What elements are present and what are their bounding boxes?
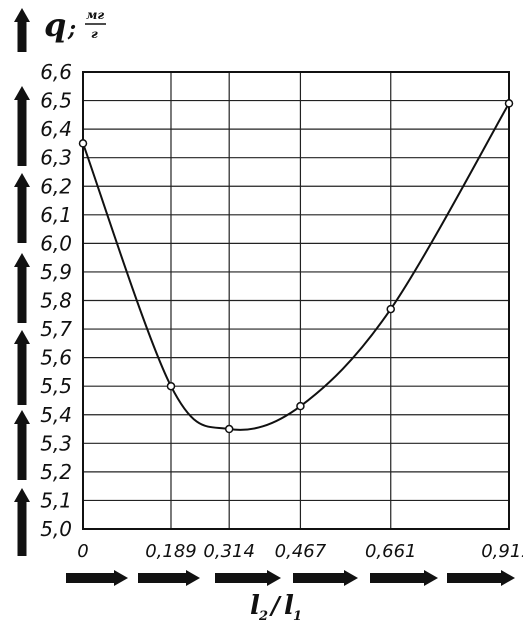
data-point (296, 401, 305, 411)
y-tick-label: 5,0 (40, 517, 72, 541)
x-tick-labels: 0 0,189 0,314 0,467 0,661 0,915 (77, 541, 523, 562)
arrow-up-icon (14, 86, 30, 166)
decorative-x-arrows (66, 570, 515, 586)
arrow-right-icon (66, 570, 128, 586)
y-tick-label: 6,3 (40, 146, 72, 170)
y-tick-label: 5,6 (40, 346, 72, 370)
x-tick-label: 0,189 (145, 541, 197, 562)
x-tick-label: 0,467 (275, 541, 327, 562)
y-tick-label: 5,7 (40, 317, 72, 341)
y-tick-label: 6,0 (40, 231, 72, 255)
y-tick-label: 6,5 (40, 89, 72, 113)
y-tick-label: 6,4 (40, 117, 72, 141)
arrow-up-icon (14, 330, 30, 405)
arrow-up-icon (14, 488, 30, 556)
y-axis-title: q ; мг г (44, 6, 106, 44)
y-tick-label: 5,9 (40, 260, 72, 284)
y-axis-unit-denominator: г (91, 27, 98, 41)
y-axis-symbol: q (44, 6, 66, 44)
data-point (78, 139, 88, 148)
y-tick-labels: 5,0 5,1 5,2 5,3 5,4 5,5 5,6 5,7 5,8 5,9 6,0 6,1 6,2 6… (40, 60, 72, 541)
arrow-up-icon (14, 173, 30, 243)
y-tick-label: 5,3 (40, 431, 72, 455)
arrow-right-icon (370, 570, 438, 586)
decorative-y-arrows (14, 8, 30, 556)
data-points (78, 99, 514, 434)
arrow-right-icon (215, 570, 281, 586)
x-tick-label: 0,661 (365, 541, 417, 562)
arrow-right-icon (293, 570, 358, 586)
y-axis-unit-numerator: мг (86, 8, 104, 22)
y-tick-label: 6,1 (40, 203, 72, 227)
x-axis-slash: / (269, 591, 282, 620)
arrow-right-icon (138, 570, 200, 586)
data-point (386, 304, 395, 314)
x-tick-label: 0 (77, 541, 88, 562)
x-axis-numerator: l (250, 591, 260, 621)
plot-frame (82, 71, 510, 530)
y-tick-label: 5,1 (40, 488, 72, 512)
series-line (82, 102, 510, 431)
y-tick-label: 5,5 (40, 374, 72, 398)
y-tick-label: 6,2 (40, 174, 72, 198)
grid (82, 71, 510, 530)
data-point (224, 424, 234, 434)
x-axis-denominator: l (284, 591, 294, 621)
y-axis-separator: ; (67, 16, 76, 42)
y-tick-label: 6,6 (40, 60, 72, 84)
x-axis-numerator-sub: 2 (258, 609, 268, 624)
arrow-right-icon (447, 570, 515, 586)
arrow-up-icon (14, 410, 30, 480)
y-tick-label: 5,2 (40, 460, 72, 484)
x-axis-denominator-sub: 1 (293, 609, 302, 624)
data-point (504, 99, 514, 108)
arrow-up-icon (14, 8, 30, 52)
y-tick-label: 5,8 (40, 289, 72, 313)
x-tick-label: 0,314 (203, 541, 255, 562)
x-tick-label: 0,915 (481, 541, 523, 562)
arrow-up-icon (14, 253, 30, 323)
data-point (166, 381, 176, 391)
x-axis-title: l 2 / l 1 (250, 591, 302, 624)
y-tick-label: 5,4 (40, 403, 72, 427)
